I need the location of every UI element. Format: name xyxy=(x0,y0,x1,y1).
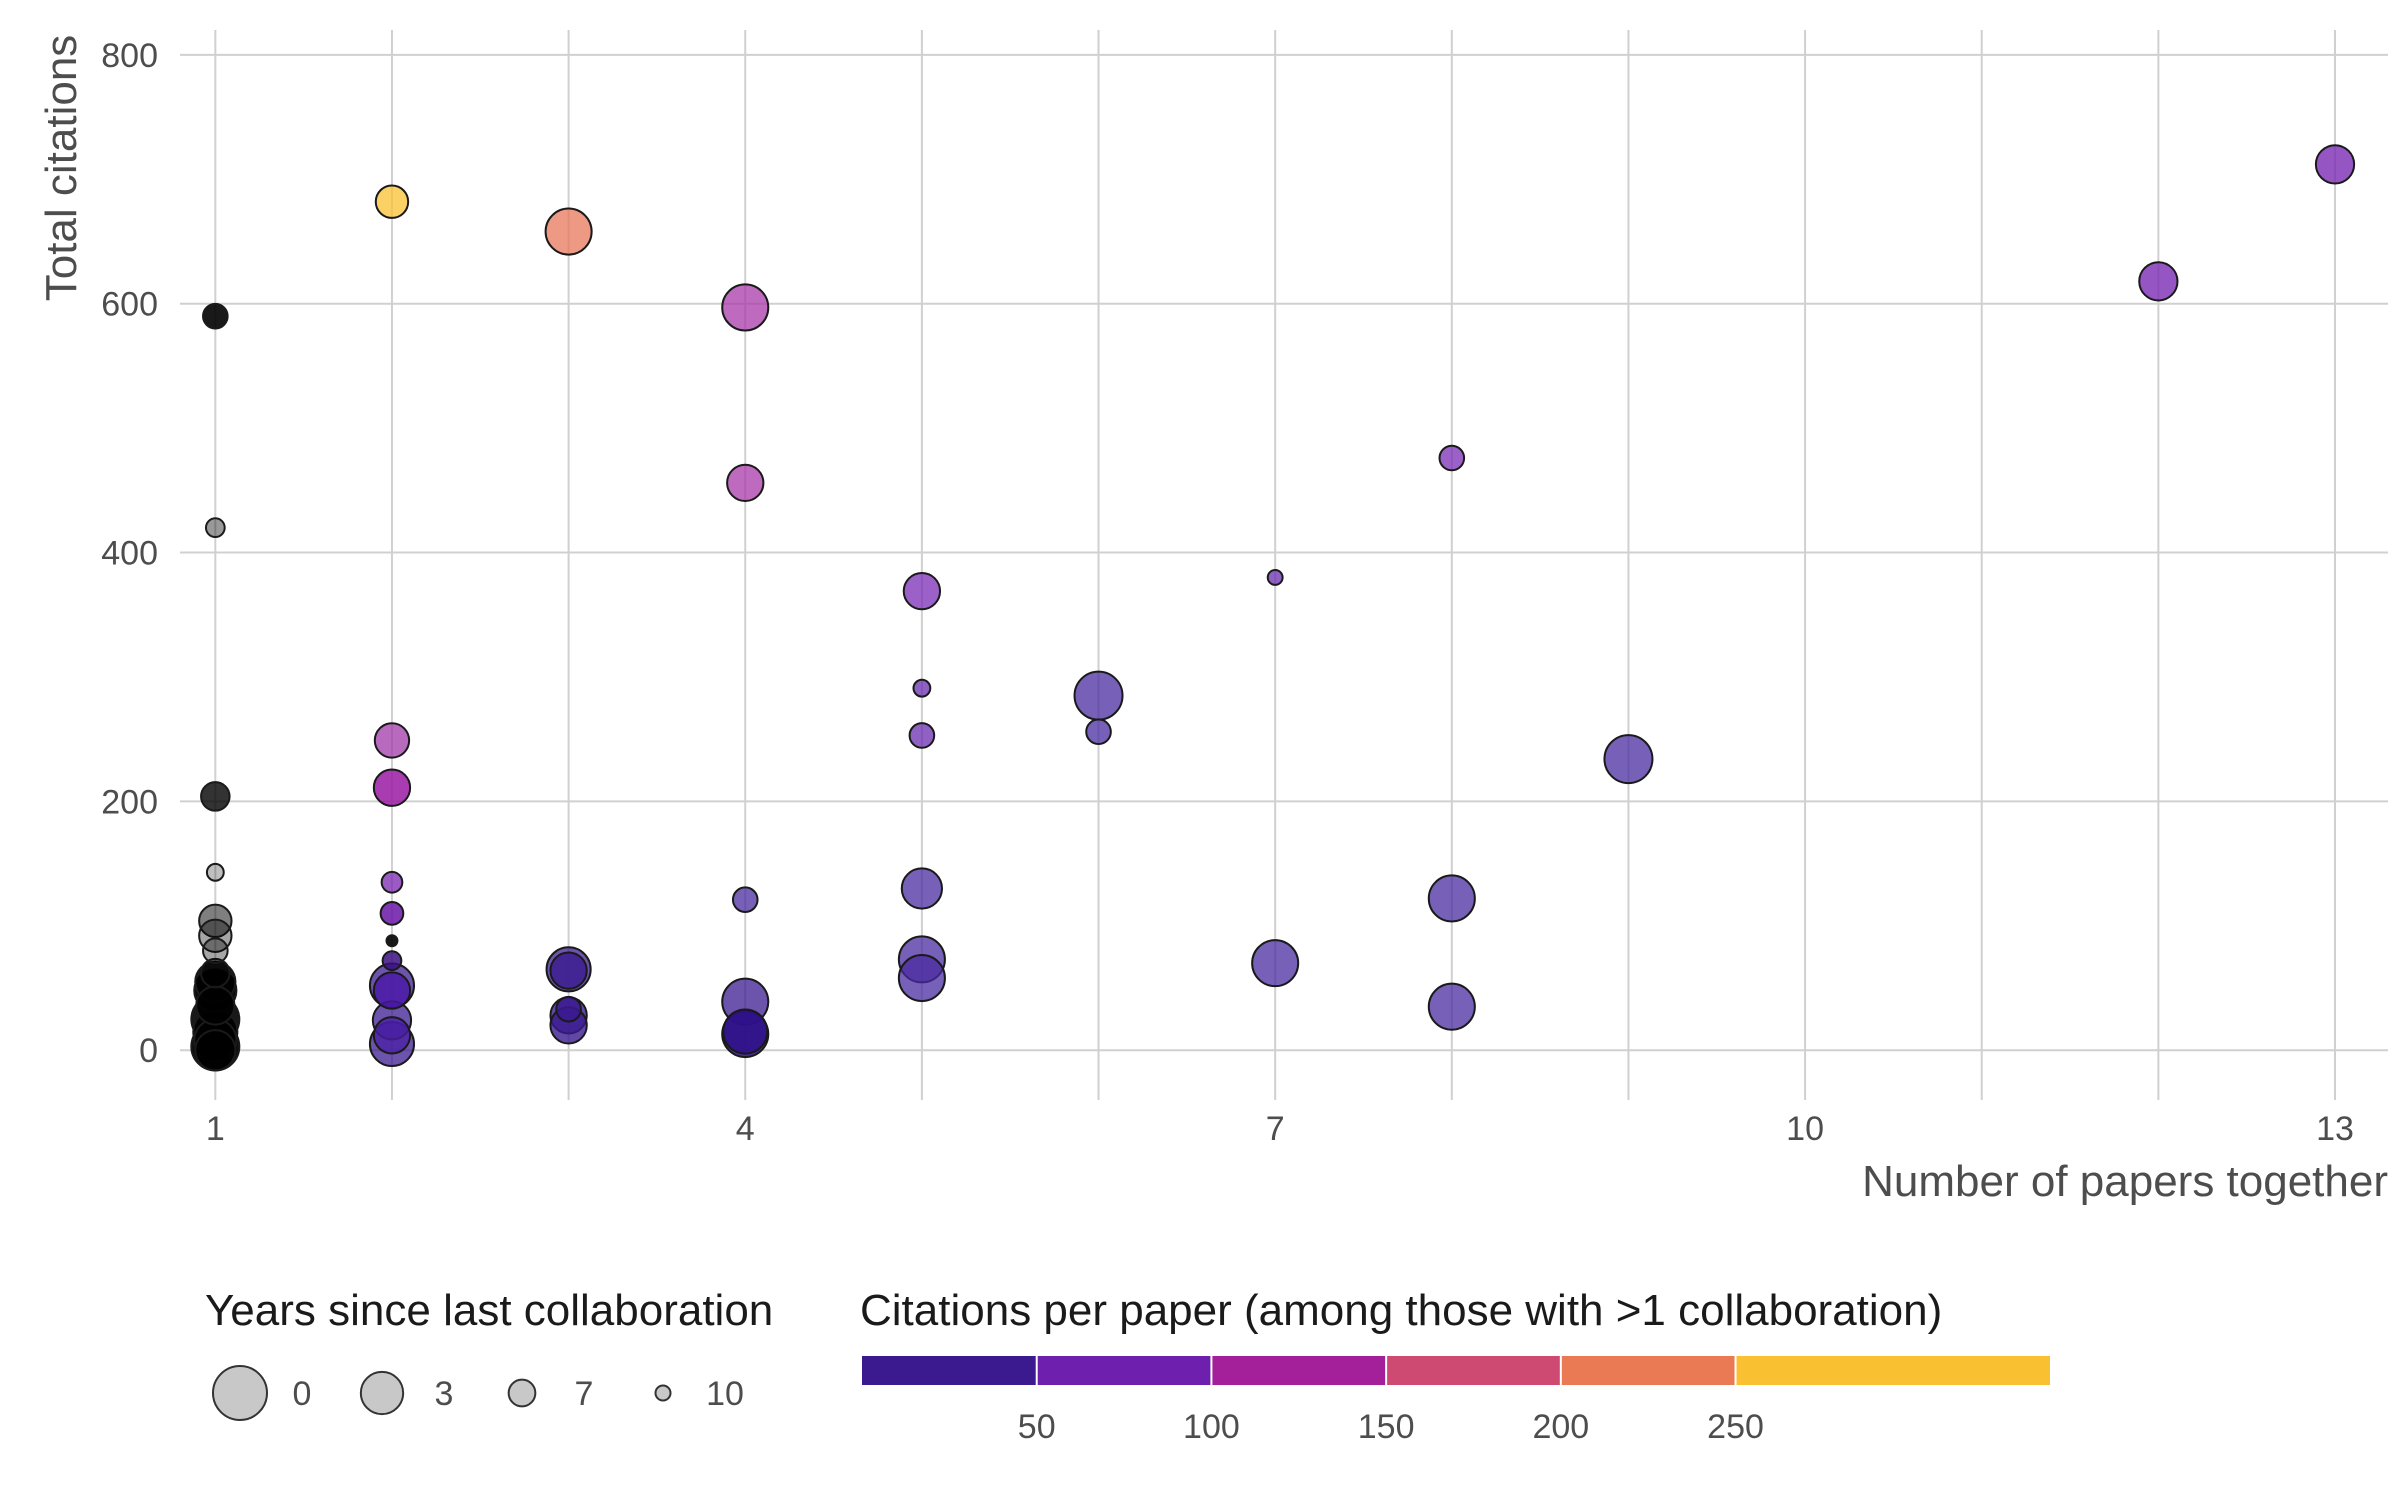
color-legend: Citations per paper (among those with >1… xyxy=(860,1286,2050,1446)
color-legend-segment xyxy=(1560,1356,1736,1385)
data-point xyxy=(722,1008,769,1055)
data-point xyxy=(1085,718,1112,746)
size-legend-title: Years since last collaboration xyxy=(205,1286,773,1335)
data-point xyxy=(2138,261,2179,302)
color-legend-segment xyxy=(1036,1356,1212,1385)
size-legend-label: 10 xyxy=(706,1375,744,1413)
x-axis-title: Number of papers together xyxy=(1862,1157,2388,1206)
size-legend-circle xyxy=(212,1365,268,1421)
data-point xyxy=(198,918,233,953)
y-tick-label: 800 xyxy=(101,37,158,75)
color-legend-segment xyxy=(1735,1356,2050,1385)
size-legend-circle xyxy=(359,1370,405,1416)
color-legend-label: 200 xyxy=(1532,1408,1589,1446)
data-point xyxy=(204,517,226,539)
y-tick-label: 400 xyxy=(101,535,158,573)
data-point xyxy=(194,1029,237,1072)
size-legend: Years since last collaboration 0 3 7 10 xyxy=(205,1286,773,1421)
data-point xyxy=(385,934,399,948)
data-point xyxy=(379,901,405,926)
grid-lines xyxy=(180,30,2388,1100)
data-point xyxy=(1427,874,1476,923)
data-point xyxy=(902,571,942,611)
x-tick-label: 13 xyxy=(2316,1110,2354,1148)
size-legend-items: 0 3 7 10 xyxy=(212,1365,744,1421)
data-point xyxy=(372,1016,412,1055)
x-tick-label: 4 xyxy=(736,1110,755,1148)
y-tick-label: 200 xyxy=(101,783,158,821)
y-axis-title: Total citations xyxy=(37,35,86,302)
data-point xyxy=(372,971,412,1010)
data-point xyxy=(202,937,229,964)
data-point xyxy=(721,283,770,332)
data-point xyxy=(544,207,593,256)
size-legend-label: 3 xyxy=(435,1375,454,1413)
data-point xyxy=(549,951,588,990)
data-point xyxy=(1266,569,1284,586)
data-point xyxy=(202,302,229,330)
color-legend-label: 100 xyxy=(1183,1408,1240,1446)
y-tick-label: 600 xyxy=(101,286,158,324)
x-tick-label: 1 xyxy=(206,1110,225,1148)
size-legend-circle xyxy=(507,1378,537,1408)
data-point xyxy=(1251,939,1300,988)
x-tick-label: 10 xyxy=(1786,1110,1824,1148)
data-point xyxy=(555,995,582,1023)
data-point xyxy=(2314,144,2356,185)
data-points xyxy=(190,144,2356,1072)
data-point xyxy=(1603,734,1654,785)
data-point xyxy=(200,957,231,989)
size-legend-circle xyxy=(654,1384,672,1402)
color-legend-title: Citations per paper (among those with >1… xyxy=(860,1286,1942,1335)
color-legend-segment xyxy=(862,1356,1037,1385)
data-point xyxy=(1438,444,1466,472)
data-point xyxy=(726,463,765,503)
data-point xyxy=(1073,670,1124,721)
data-point xyxy=(200,781,231,812)
data-point xyxy=(900,867,943,910)
data-point xyxy=(373,722,411,759)
data-point xyxy=(1427,982,1476,1031)
data-point xyxy=(731,886,759,913)
data-point xyxy=(205,862,225,882)
size-legend-label: 7 xyxy=(575,1375,594,1413)
color-legend-label: 150 xyxy=(1358,1408,1415,1446)
data-point xyxy=(897,954,946,1003)
data-point xyxy=(195,985,236,1026)
color-legend-segment xyxy=(1211,1356,1387,1385)
color-legend-label: 50 xyxy=(1018,1408,1056,1446)
x-tick-label: 7 xyxy=(1266,1110,1285,1148)
data-point xyxy=(198,903,233,939)
y-tick-label: 0 xyxy=(139,1032,158,1070)
color-legend-bar: 50 100 150 200 250 xyxy=(862,1356,2050,1446)
axes: 0 200 400 600 800 1 4 7 10 13 xyxy=(101,37,2354,1148)
size-legend-label: 0 xyxy=(293,1375,312,1413)
data-point xyxy=(380,870,404,894)
data-point xyxy=(908,722,936,749)
color-legend-label: 250 xyxy=(1707,1408,1764,1446)
color-legend-segment xyxy=(1386,1356,1561,1385)
data-point xyxy=(381,950,403,972)
data-point xyxy=(374,184,410,219)
data-point xyxy=(372,768,412,807)
data-point xyxy=(912,678,932,698)
